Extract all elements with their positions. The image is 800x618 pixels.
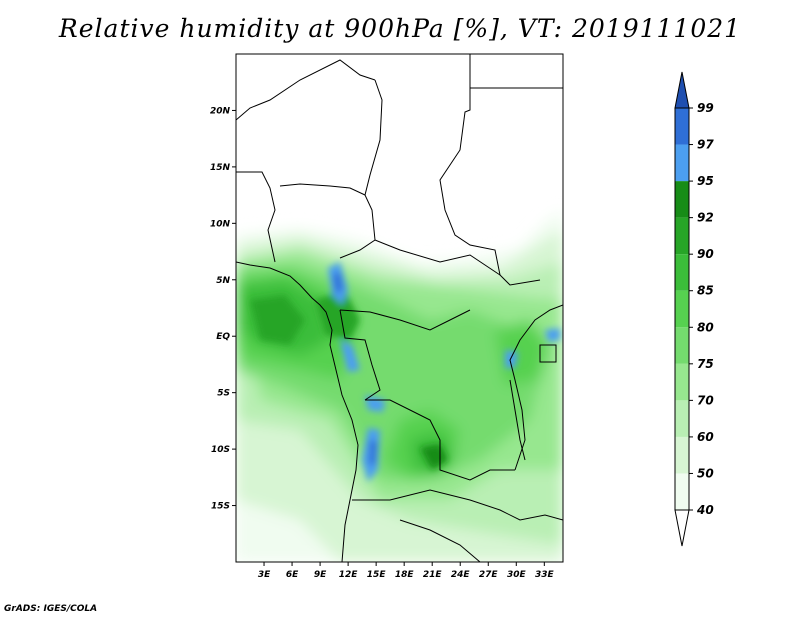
colorbar-segment <box>675 181 689 218</box>
lon-tick-label: 33E <box>535 570 555 580</box>
lon-tick-label: 27E <box>479 570 499 580</box>
colorbar-label: 60 <box>697 430 714 444</box>
colorbar-segment <box>675 108 689 145</box>
colorbar-label: 97 <box>697 138 714 152</box>
lat-tick-label: 5S <box>217 389 230 399</box>
humidity-field <box>236 54 563 562</box>
lon-tick-label: 3E <box>258 570 271 580</box>
longitude-axis: 3E 6E 9E 12E 15E 18E 21E 24E 27E 30E 33E <box>258 562 555 580</box>
colorbar-label: 80 <box>697 320 714 334</box>
colorbar-label: 92 <box>697 211 714 225</box>
colorbar-bottom-triangle <box>674 509 690 547</box>
colorbar-segment <box>675 144 689 182</box>
credit-label: GrADS: IGES/COLA <box>4 604 98 614</box>
colorbar-label: 40 <box>696 503 714 517</box>
lon-tick-label: 12E <box>339 570 359 580</box>
lon-tick-label: 15E <box>367 570 387 580</box>
map-title: Relative humidity at 900hPa [%], VT: 201… <box>58 14 742 43</box>
lon-tick-label: 6E <box>286 570 299 580</box>
map-frame <box>235 53 564 563</box>
colorbar-label: 90 <box>697 247 714 261</box>
colorbar-segment <box>675 290 689 328</box>
colorbar-segment <box>675 254 689 291</box>
lon-tick-label: 18E <box>395 570 415 580</box>
lon-tick-label: 24E <box>451 570 471 580</box>
colorbar-top-triangle <box>674 71 690 109</box>
colorbar-label: 95 <box>697 174 714 188</box>
lat-tick-label: 10N <box>210 219 231 229</box>
lat-tick-label: 5N <box>216 276 230 286</box>
colorbar-label: 50 <box>697 466 714 480</box>
colorbar-segment <box>675 327 689 364</box>
colorbar-label: 99 <box>697 101 714 115</box>
colorbar-label: 85 <box>697 284 714 298</box>
lat-tick-label: 15N <box>210 163 231 173</box>
lon-tick-label: 30E <box>507 570 527 580</box>
lat-tick-label: 15S <box>211 502 230 512</box>
lat-tick-label: 20N <box>210 106 231 116</box>
colorbar-label: 70 <box>697 393 714 407</box>
country-borders <box>236 54 563 562</box>
colorbar-outline <box>674 107 690 511</box>
lon-tick-label: 9E <box>314 570 327 580</box>
colorbar-segment <box>675 436 689 474</box>
colorbar-segment <box>675 217 689 255</box>
lat-tick-label: EQ <box>216 332 230 342</box>
colorbar-segment <box>675 473 689 510</box>
latitude-axis: 20N 15N 10N 5N EQ 5S 10S 15S <box>210 106 236 512</box>
colorbar-label: 75 <box>697 357 714 371</box>
lat-tick-label: 10S <box>211 445 230 455</box>
colorbar-segment <box>675 363 689 401</box>
lon-tick-label: 21E <box>423 570 443 580</box>
colorbar: 40 50 60 70 75 80 85 90 92 95 97 99 <box>674 71 714 547</box>
colorbar-segment <box>675 400 689 437</box>
